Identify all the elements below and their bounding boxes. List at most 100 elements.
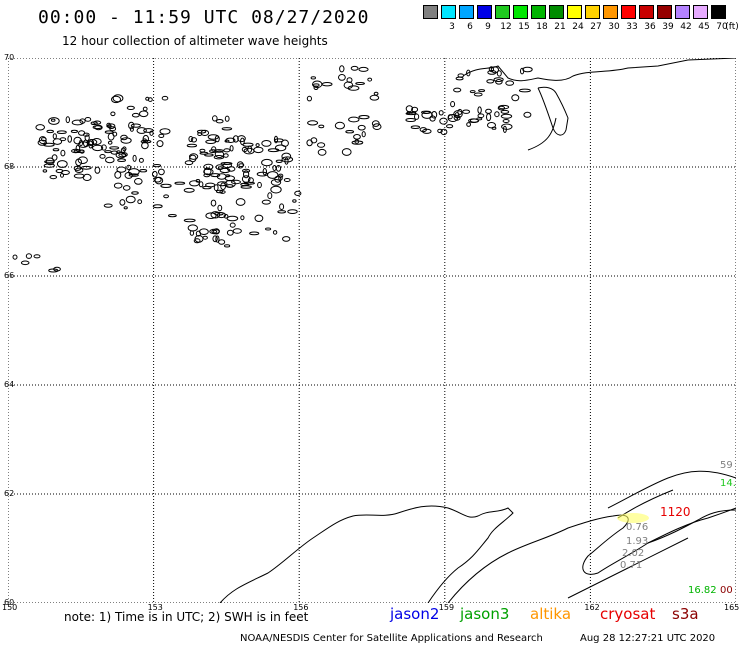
ice-floe [261,158,273,167]
ice-floe [438,110,444,116]
coastline-south [219,505,514,603]
ice-floe [204,153,214,157]
ice-floe [184,160,194,166]
ice-floe [118,153,127,158]
ice-floe [405,118,417,122]
ice-floe [215,119,224,124]
legend-label: 27 [590,22,602,32]
ice-floe [247,177,254,184]
ice-floe [243,170,250,179]
ice-floe [183,218,196,223]
ice-floe [494,111,500,118]
lat-tick-label: 64 [4,380,15,389]
ice-floe [466,122,472,127]
ice-floe [223,214,229,219]
legend-label: 18 [536,22,548,32]
ice-floe [217,204,223,212]
ice-floe [346,77,353,84]
ice-floe [235,198,246,206]
ice-floe [358,66,369,72]
ice-floe [267,192,273,200]
ice-floe [183,187,195,193]
ice-floe [149,130,154,136]
ice-floe [523,111,532,118]
ice-floe [65,116,70,124]
ice-floe [35,124,46,131]
legend-label: 42 [680,22,692,32]
ice-floe [50,118,56,122]
ice-floe [486,79,495,84]
ice-floe [119,199,126,206]
ice-floe [139,169,148,173]
ice-floe [160,183,172,189]
ice-floe [136,127,147,134]
ice-floe [212,115,218,122]
ice-floe [221,127,233,131]
ice-floe [189,180,200,187]
ice-floe [103,203,113,208]
satellite-label: jason2 [390,605,440,623]
ice-floe [168,214,177,218]
ice-floe [59,137,67,142]
ice-floe [120,137,132,144]
ice-floe [82,173,92,182]
ice-floe [505,80,515,86]
ice-floe [348,116,360,123]
ice-floe [115,151,127,159]
ice-floe [318,124,325,129]
ice-floe [500,109,510,114]
legend-label: 21 [554,22,566,32]
ice-floe [202,235,208,240]
ice-floe [199,151,209,155]
observation-value: 1120 [660,505,691,519]
ice-floe [203,167,212,176]
ice-floe [163,194,170,199]
legend-swatch [693,5,708,19]
ice-floe [131,112,140,118]
ice-floe [223,153,229,158]
ice-floe [473,92,483,97]
ice-floe [287,209,298,215]
legend-label: 3 [449,22,455,32]
ice-floe [294,190,302,196]
legend-label: 15 [518,22,530,32]
ice-floe [132,154,137,162]
ice-floe [422,128,432,134]
ice-floe [94,124,103,131]
ice-floe [210,199,217,207]
lon-tick-label: 153 [147,603,163,612]
ice-floe [122,185,131,191]
ice-floe [52,138,63,145]
ice-floe [261,199,271,205]
ice-floe [278,175,283,181]
ice-floe [255,143,260,148]
ice-floe [73,136,82,145]
ice-floe [194,235,204,243]
ice-floe [312,80,323,89]
ice-floe [240,185,252,189]
ice-floe [277,210,287,214]
ice-floe [210,173,221,178]
ice-floe [186,143,198,148]
ice-floe [313,85,319,90]
ice-floe [51,154,58,161]
ice-floe [174,181,186,185]
legend-label: 12 [500,22,512,32]
ice-floe [351,140,364,145]
ice-floe [218,239,226,245]
ice-floe [43,142,55,147]
ice-contours [12,65,533,273]
ice-floe [139,110,149,118]
ice-floe [278,173,284,178]
ice-floe [373,91,379,96]
ice-floe [198,181,204,188]
ice-floe [215,235,220,243]
legend-swatch [603,5,618,19]
ice-floe [125,195,136,204]
ice-floe [321,82,333,87]
ice-floe [231,179,241,185]
ice-floe [214,135,220,143]
ice-floe [88,140,94,149]
coastline-bay [567,509,736,599]
